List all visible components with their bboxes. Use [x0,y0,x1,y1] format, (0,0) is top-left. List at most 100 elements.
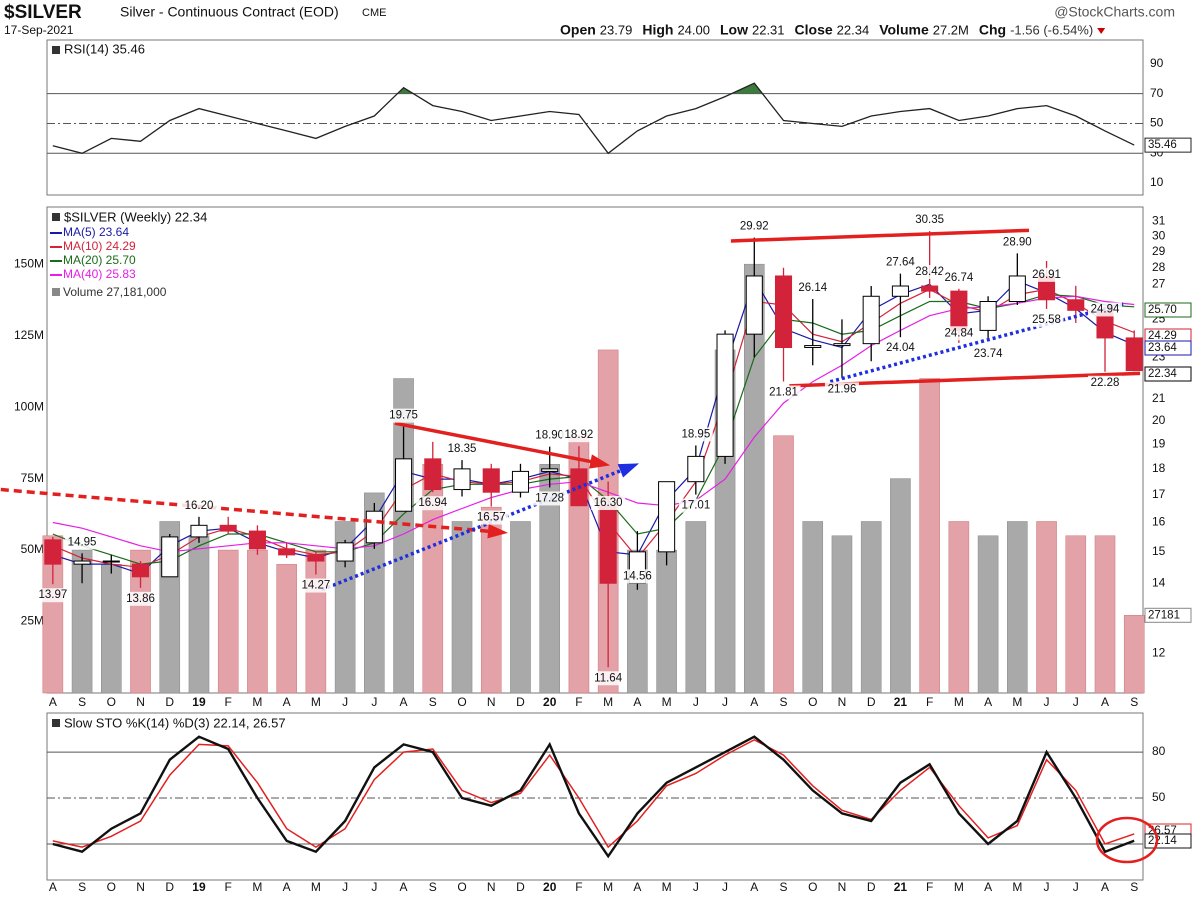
annotation-label: 26.14 [798,282,827,294]
candle-body [248,530,266,550]
annotation-box [737,219,772,234]
volume-tick-label: 75M [21,471,44,485]
annotation-label: 23.74 [974,348,1003,360]
highlight-circle [1095,816,1159,864]
annotation-box [1088,302,1123,317]
candle-body [745,275,763,335]
y-tick-label: 14 [1152,575,1166,589]
x-tick-label: D [516,695,525,709]
candle-body [190,524,208,538]
y-tick-label: 12 [1152,646,1166,660]
annotation-label: 18.92 [565,429,594,441]
annotation-box [415,496,450,511]
x-tick-label: S [780,880,788,894]
legend-swatch [52,46,60,54]
y-tick-label: 10 [1150,175,1164,189]
candle-body [73,560,91,565]
x-tick-label: A [1101,880,1109,894]
volume-bar [130,549,151,694]
x-tick-label: N [838,880,847,894]
annotation-box [532,491,567,506]
candle-body [336,542,354,562]
candle-body [395,458,413,512]
x-tick-label: M [311,695,321,709]
instrument-name: Silver - Continuous Contract (EOD) [120,4,339,20]
x-tick-label: M [603,695,613,709]
value-tag-label: 23.64 [1148,342,1177,354]
y-tick-label: 29 [1152,244,1166,258]
volume-bar [480,506,502,694]
annotation-box [386,408,421,423]
volume-tag [1144,607,1192,623]
annotation-label: 17.01 [681,500,710,512]
annotation-box [795,281,830,296]
annotation-box [941,270,976,285]
x-tick-label: A [750,880,758,894]
quote-value: 22.34 [837,22,870,37]
volume-bar [773,435,794,694]
volume-bar [948,521,970,694]
candle-body [131,563,150,578]
y-tick-label: 80 [1152,744,1166,758]
x-tick-label: 19 [192,880,206,894]
volume-bar [919,378,940,694]
legend-label: MA(20) 25.70 [63,253,136,267]
candle-body [219,524,237,532]
volume-bar [334,521,356,694]
x-tick-label: D [165,695,174,709]
x-tick-label: A [283,880,291,894]
x-tick-label: M [252,695,262,709]
annotation-label: 28.42 [915,266,944,278]
candle-body [1008,275,1026,303]
annotation-box [532,428,567,443]
y-tick-label: 50 [1150,116,1164,130]
candle-body [921,285,939,292]
x-tick-label: A [49,695,57,709]
candle-body [44,539,62,565]
volume-bar [977,535,999,694]
x-tick-label: D [867,880,876,894]
volume-bar [276,564,297,694]
y-tick-label: 27 [1152,276,1166,290]
annotation-label: 24.94 [1091,303,1120,315]
x-tick-label: F [225,695,232,709]
x-tick-label: A [750,695,758,709]
y-tick-label: 50 [1152,790,1166,804]
annotation-label: 26.74 [944,272,973,284]
candle-body [102,560,120,563]
annotation-label: 27.64 [886,257,915,269]
volume-tag-label: 27181 [1148,609,1180,621]
y-tick-label: 90 [1150,56,1164,70]
annotation-label: 16.94 [418,497,447,509]
candle-body [307,554,325,562]
sto-line [52,735,1135,859]
candle-body [804,345,822,349]
sto-frame [46,712,1144,881]
x-tick-label: J [342,880,348,894]
volume-tick-label: 150M [14,256,44,270]
legend-swatch [52,288,60,296]
value-tag [1144,366,1192,382]
x-tick-label: S [1130,880,1138,894]
candle-body [365,510,383,544]
x-tick-label: S [78,880,86,894]
candle-body [278,548,296,556]
x-tick-label: F [926,695,933,709]
trend-arrow [487,524,508,539]
quote-value: 24.00 [677,22,710,37]
rsi-frame [46,39,1144,196]
trend-arrow [589,454,611,469]
candle-body [424,458,442,491]
x-tick-label: M [662,695,672,709]
annotation-box [883,341,918,356]
volume-bar [188,535,210,694]
y-tick-label: 30 [1152,229,1166,243]
volume-bar [1036,521,1057,694]
x-tick-label: M [662,880,672,894]
annotation-label: 18.35 [448,443,477,455]
x-tick-label: O [457,880,466,894]
annotation-label: 16.20 [185,500,214,512]
value-tag-label: 22.34 [1148,368,1177,380]
symbol: $SILVER [4,2,82,23]
annotation-box [181,498,216,513]
